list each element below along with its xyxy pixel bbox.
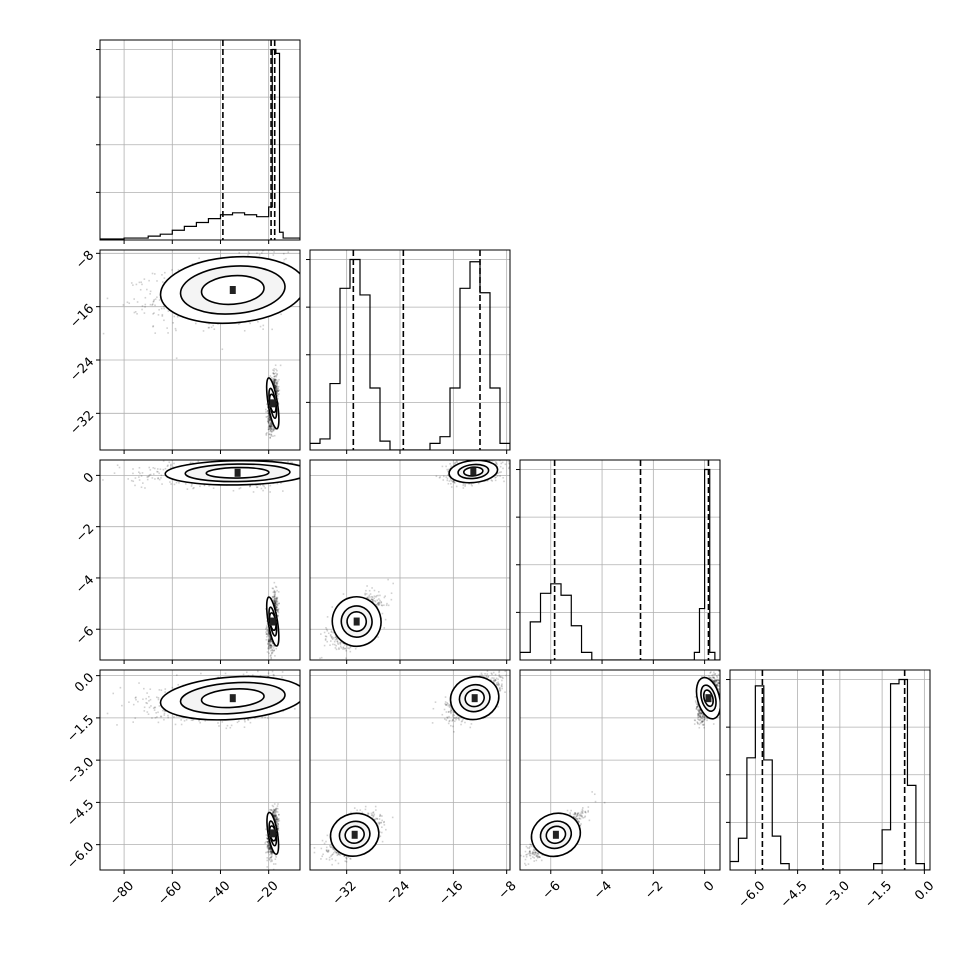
x-tick-label: −8	[496, 878, 520, 902]
panel-3-2: −6 −4 −2 0	[519, 669, 721, 903]
scatter-cluster-1	[313, 805, 394, 866]
x-tick-label: −40	[204, 878, 234, 908]
scatter-cluster-0	[431, 670, 510, 733]
panel-3-1: −32 −24 −16 −8	[309, 669, 520, 908]
panel-frame	[519, 669, 721, 871]
scatter-cluster-1	[520, 791, 606, 867]
panel-frame	[729, 669, 931, 871]
y-tick-label: −3.0	[64, 755, 97, 788]
scatter-cluster-0	[102, 460, 300, 493]
panel-0-0	[96, 39, 301, 244]
y-tick-label: −4.5	[64, 797, 97, 830]
panel-1-1	[306, 249, 511, 454]
density-peak	[353, 617, 360, 626]
panel-3-0: −80 −60 −40 −20 −6.0 −4.5 −3.0 −1.5 0.0	[64, 669, 301, 908]
scatter-cluster-1	[319, 578, 394, 660]
panel-frame	[309, 669, 511, 871]
x-tick-label: 0.0	[912, 878, 937, 903]
panel-3-3: −6.0 −4.5 −3.0 −1.5 0.0	[726, 669, 937, 911]
y-tick-label: −8	[73, 248, 97, 272]
density-peak	[269, 617, 276, 626]
panel-1-0: −32 −24 −16 −8	[67, 248, 301, 454]
scatter-cluster-0	[102, 250, 300, 359]
x-tick-label: −6	[540, 878, 564, 902]
scatter-cluster-0	[693, 670, 720, 729]
density-peak	[351, 830, 358, 839]
x-tick-label: −16	[436, 878, 466, 908]
panel-2-2	[516, 459, 721, 664]
y-tick-label: −6.0	[64, 839, 97, 872]
histogram-3	[730, 678, 930, 870]
panel-frame	[99, 669, 301, 871]
panel-2-0: −6 −4 −2 0	[73, 459, 301, 664]
x-tick-label: −6.0	[735, 878, 768, 911]
y-tick-label: −24	[67, 355, 97, 385]
density-peak	[229, 286, 236, 294]
density-peak	[229, 694, 236, 703]
y-tick-label: −6	[73, 624, 97, 648]
scatter-cluster-0	[435, 460, 510, 489]
panel-frame	[309, 249, 511, 451]
scatter-cluster-1	[264, 581, 281, 660]
density-peak	[471, 694, 478, 703]
panel-2-1	[309, 459, 511, 664]
x-tick-label: −3.0	[820, 878, 853, 911]
y-tick-label: 0	[81, 470, 97, 486]
density-peak	[552, 830, 559, 839]
scatter-cluster-1	[265, 364, 282, 439]
panel-frame	[309, 459, 511, 661]
histogram-0	[100, 48, 300, 240]
x-tick-label: −24	[383, 878, 413, 908]
scatter-cluster-1	[264, 803, 281, 870]
density-peak	[470, 467, 477, 476]
x-tick-label: −1.5	[862, 878, 895, 911]
x-tick-label: −4	[591, 878, 615, 902]
histogram-2	[520, 468, 720, 660]
y-tick-label: −4	[73, 573, 97, 597]
x-tick-label: −4.5	[778, 878, 811, 911]
x-tick-label: 0	[701, 878, 717, 894]
scatter-cluster-0	[106, 670, 300, 730]
density-peak	[269, 399, 276, 408]
x-tick-label: −20	[252, 878, 282, 908]
x-tick-label: −2	[642, 878, 666, 902]
x-tick-label: −60	[155, 878, 185, 908]
density-peak	[234, 468, 241, 477]
y-tick-label: −16	[67, 301, 97, 331]
x-tick-label: −80	[107, 878, 137, 908]
density-peak	[269, 829, 276, 838]
y-tick-label: −32	[67, 408, 97, 438]
panel-frame	[519, 459, 721, 661]
panel-frame	[99, 459, 301, 661]
y-tick-label: 0.0	[72, 670, 97, 695]
y-tick-label: −2	[73, 521, 97, 545]
density-peak	[705, 694, 712, 703]
y-tick-label: −1.5	[64, 713, 97, 746]
panel-frame	[99, 249, 301, 451]
x-tick-label: −32	[330, 878, 360, 908]
panel-frame	[99, 39, 301, 241]
